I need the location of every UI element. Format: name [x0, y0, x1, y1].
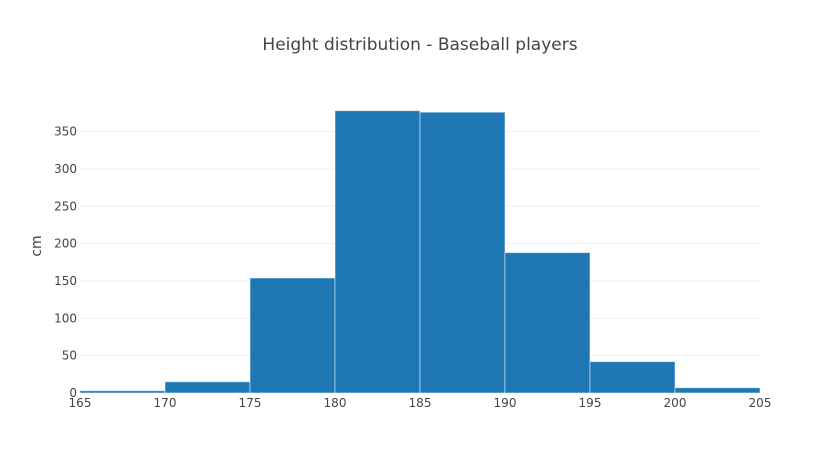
x-axis-ticks: 165 170 175 180 185 190 195 200 205 — [69, 396, 772, 410]
y-tick-label: 50 — [62, 349, 77, 363]
y-axis-ticks: 0 50 100 150 200 250 300 350 — [54, 125, 77, 400]
histogram-bar[interactable] — [504, 252, 591, 394]
y-tick-label: 0 — [69, 386, 77, 400]
y-tick-label: 250 — [54, 199, 77, 213]
histogram-bars — [79, 110, 761, 394]
y-tick-label: 150 — [54, 274, 77, 288]
x-tick-label: 195 — [579, 396, 602, 410]
x-tick-label: 165 — [69, 396, 92, 410]
x-tick-label: 175 — [239, 396, 262, 410]
y-tick-label: 300 — [54, 162, 77, 176]
histogram-bar[interactable] — [419, 111, 506, 394]
x-tick-label: 205 — [749, 396, 772, 410]
y-tick-label: 350 — [54, 125, 77, 139]
y-tick-label: 200 — [54, 237, 77, 251]
y-axis-label: cm — [29, 235, 45, 256]
x-tick-label: 190 — [494, 396, 517, 410]
y-tick-label: 100 — [54, 311, 77, 325]
histogram-bar[interactable] — [334, 110, 421, 394]
x-tick-label: 200 — [664, 396, 687, 410]
histogram-bar[interactable] — [249, 277, 336, 394]
histogram-bar[interactable] — [164, 381, 251, 394]
x-tick-label: 170 — [154, 396, 177, 410]
x-tick-label: 185 — [409, 396, 432, 410]
chart-title: Height distribution - Baseball players — [262, 35, 577, 55]
histogram-bar[interactable] — [589, 361, 676, 394]
histogram-bar[interactable] — [79, 390, 166, 394]
histogram-bar[interactable] — [674, 387, 761, 394]
x-tick-label: 180 — [324, 396, 347, 410]
